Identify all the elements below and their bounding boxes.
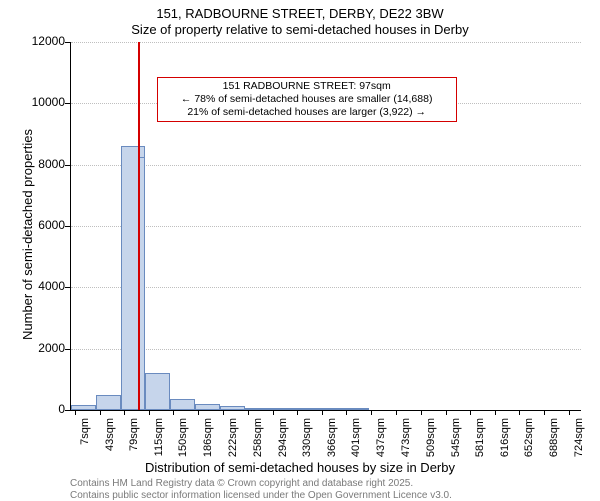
y-gridline [71,349,581,350]
x-tick-label: 330sqm [301,418,313,462]
x-tick-mark [100,410,101,415]
x-tick-label: 724sqm [573,418,585,462]
x-tick-label: 222sqm [227,418,239,462]
chart-container: 151, RADBOURNE STREET, DERBY, DE22 3BW S… [0,0,600,500]
x-tick-label: 616sqm [499,418,511,462]
histogram-bar [145,373,170,410]
x-tick-mark [371,410,372,415]
x-tick-mark [297,410,298,415]
x-tick-mark [470,410,471,415]
histogram-bar [96,395,121,410]
y-tick-label: 8000 [5,157,65,171]
x-tick-mark [569,410,570,415]
chart-title-line2: Size of property relative to semi-detach… [0,22,600,37]
annotation-box: 151 RADBOURNE STREET: 97sqm← 78% of semi… [157,77,457,122]
y-tick-label: 2000 [5,341,65,355]
x-tick-mark [495,410,496,415]
x-tick-label: 581sqm [474,418,486,462]
annotation-line: 151 RADBOURNE STREET: 97sqm [162,80,452,93]
y-tick-mark [65,226,70,227]
x-tick-label: 79sqm [128,418,140,462]
annotation-line: 21% of semi-detached houses are larger (… [162,106,452,119]
y-gridline [71,226,581,227]
x-tick-mark [149,410,150,415]
x-tick-mark [273,410,274,415]
y-tick-mark [65,287,70,288]
histogram-bar [170,399,195,410]
x-axis-title: Distribution of semi-detached houses by … [0,460,600,475]
x-tick-mark [519,410,520,415]
x-tick-label: 258sqm [252,418,264,462]
y-tick-mark [65,165,70,166]
y-tick-mark [65,42,70,43]
histogram-bar [344,408,369,410]
x-tick-label: 115sqm [153,418,165,462]
x-tick-label: 437sqm [375,418,387,462]
x-tick-label: 43sqm [104,418,116,462]
x-tick-mark [124,410,125,415]
y-gridline [71,287,581,288]
x-tick-mark [421,410,422,415]
y-tick-label: 4000 [5,279,65,293]
x-tick-mark [173,410,174,415]
y-tick-label: 12000 [5,34,65,48]
footer-line-1: Contains HM Land Registry data © Crown c… [70,478,413,489]
x-tick-label: 7sqm [79,418,91,462]
x-tick-mark [446,410,447,415]
x-tick-mark [396,410,397,415]
y-tick-label: 10000 [5,95,65,109]
y-tick-mark [65,103,70,104]
x-tick-mark [223,410,224,415]
x-tick-label: 150sqm [177,418,189,462]
x-tick-mark [322,410,323,415]
x-tick-mark [248,410,249,415]
x-tick-label: 294sqm [277,418,289,462]
x-tick-label: 186sqm [202,418,214,462]
x-tick-label: 652sqm [523,418,535,462]
x-tick-label: 509sqm [425,418,437,462]
y-gridline [71,42,581,43]
y-tick-mark [65,349,70,350]
x-tick-mark [346,410,347,415]
reference-line [138,42,140,410]
x-tick-label: 366sqm [326,418,338,462]
y-tick-mark [65,410,70,411]
x-tick-mark [75,410,76,415]
x-tick-label: 401sqm [350,418,362,462]
footer-line-2: Contains public sector information licen… [70,490,452,501]
annotation-line: ← 78% of semi-detached houses are smalle… [162,93,452,106]
x-tick-mark [198,410,199,415]
y-tick-label: 0 [5,402,65,416]
x-tick-label: 473sqm [400,418,412,462]
x-tick-label: 688sqm [548,418,560,462]
y-gridline [71,165,581,166]
chart-title-line1: 151, RADBOURNE STREET, DERBY, DE22 3BW [0,6,600,21]
x-tick-mark [544,410,545,415]
y-tick-label: 6000 [5,218,65,232]
x-tick-label: 545sqm [450,418,462,462]
